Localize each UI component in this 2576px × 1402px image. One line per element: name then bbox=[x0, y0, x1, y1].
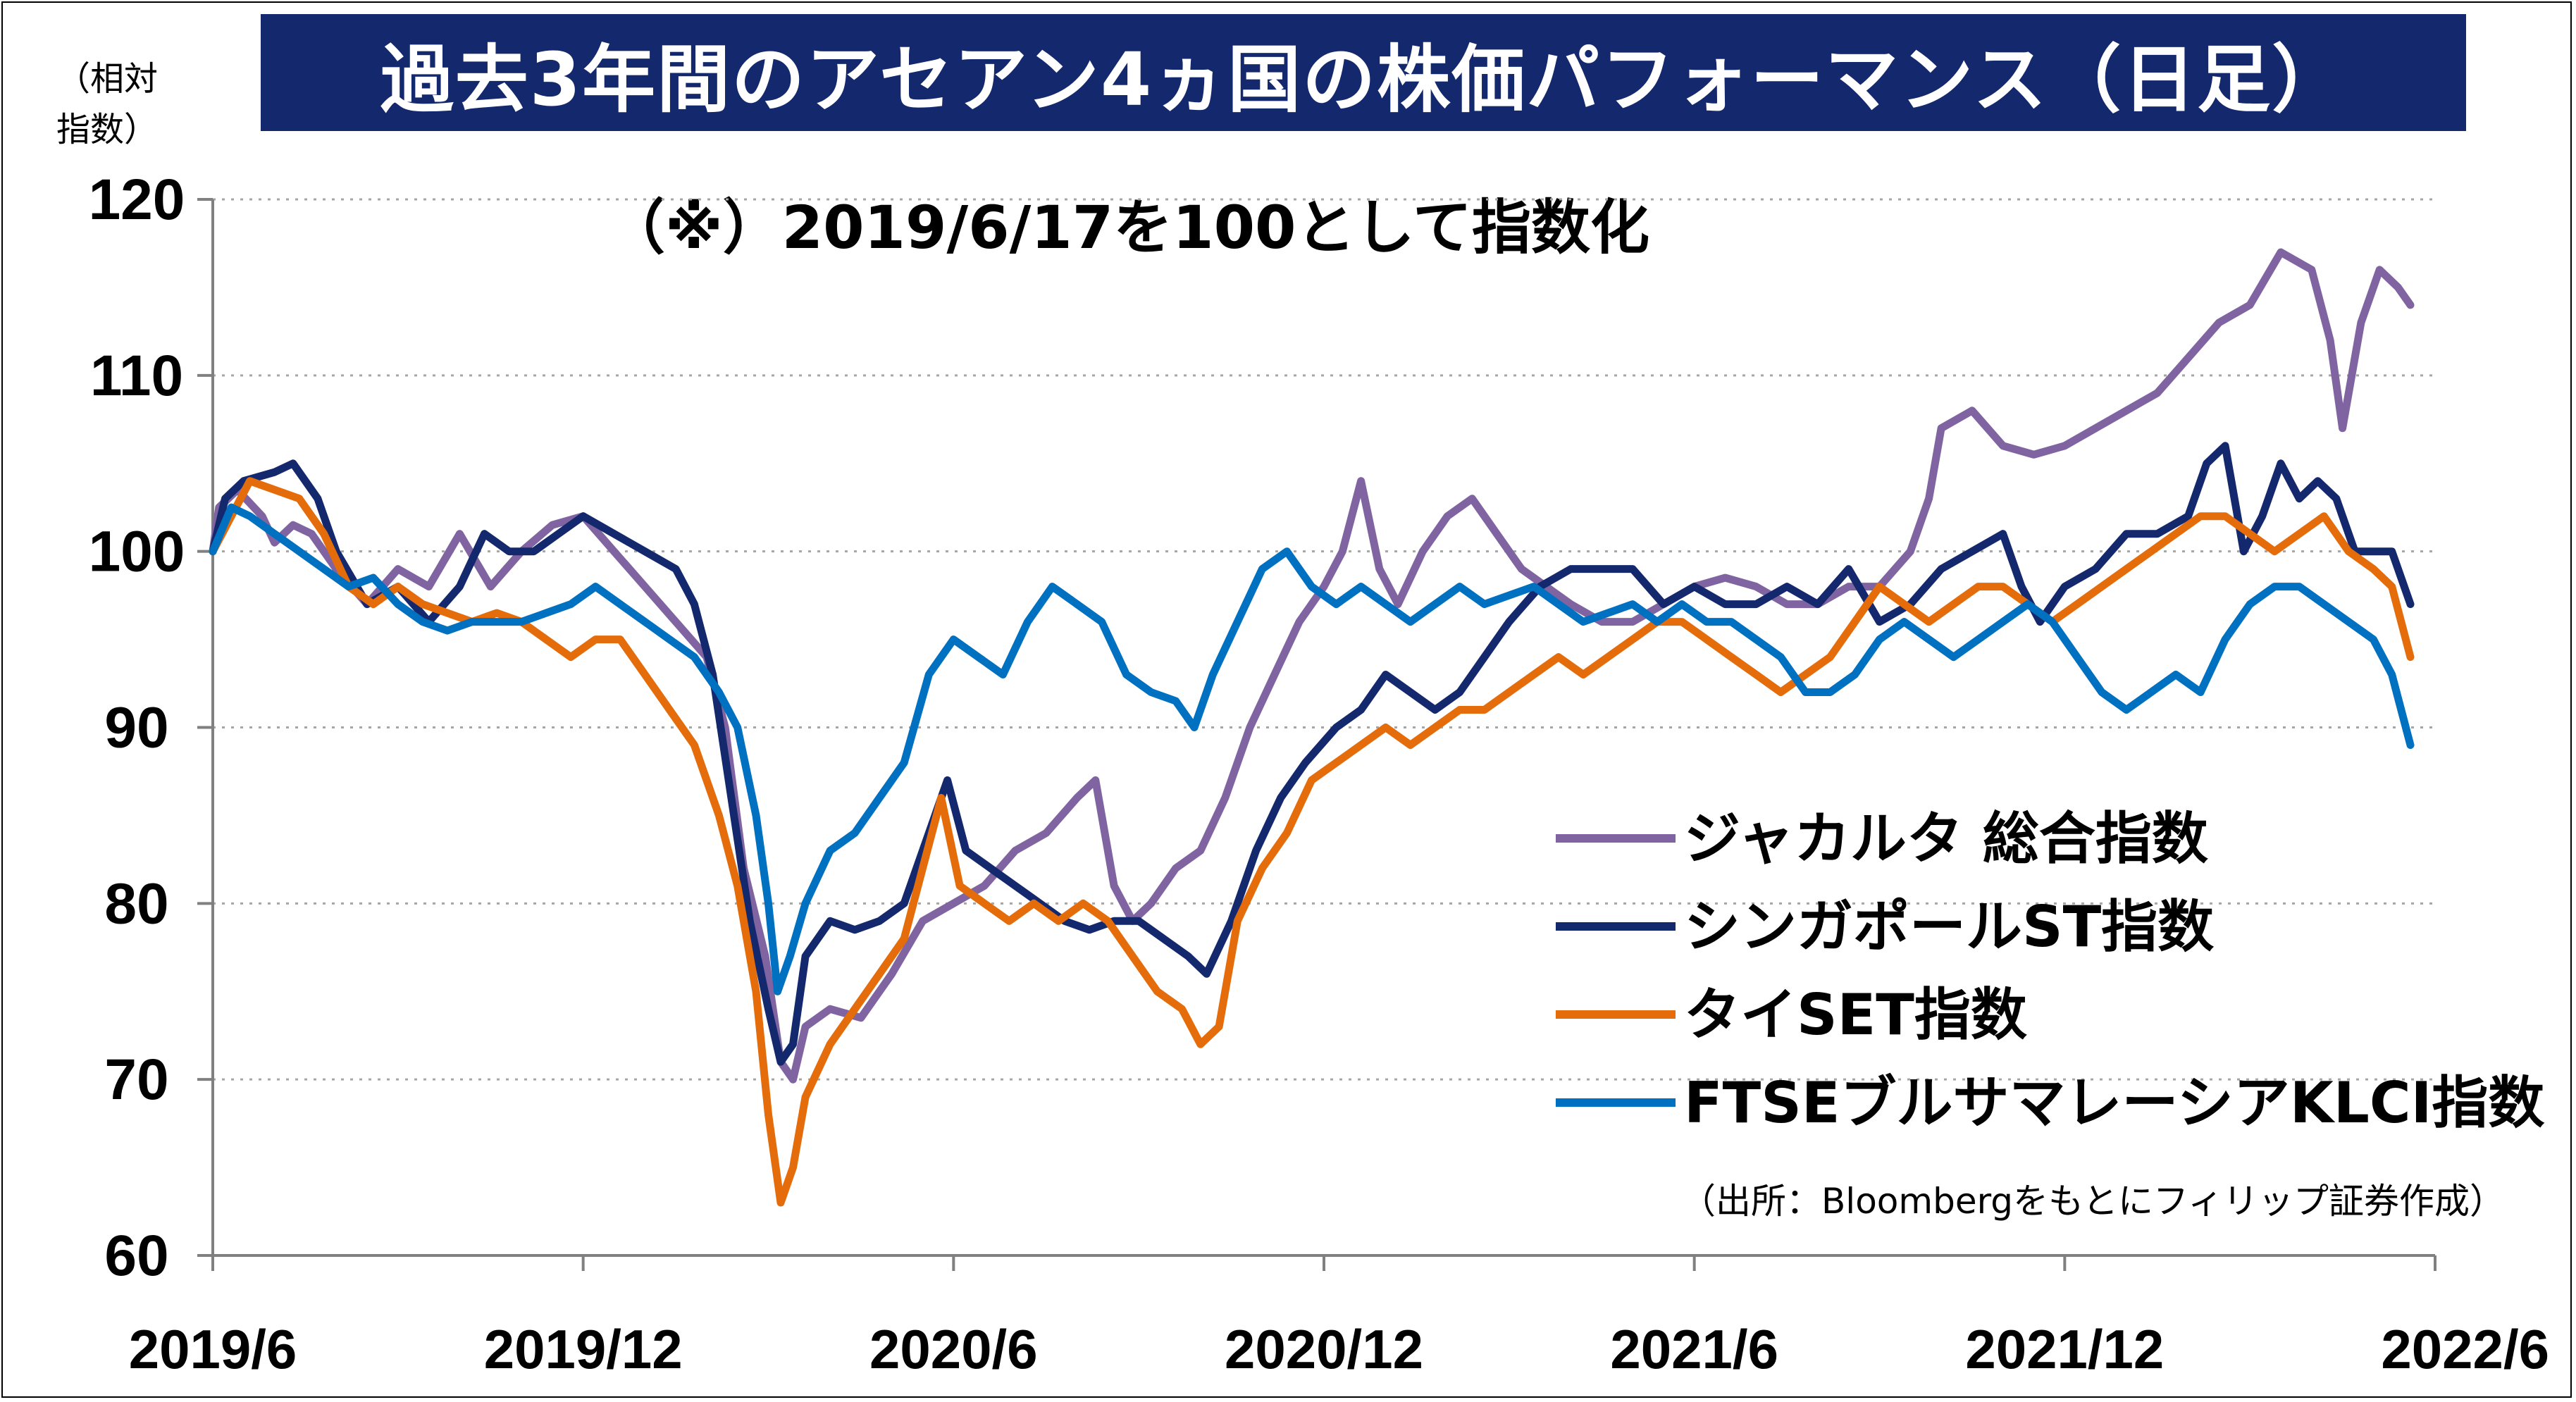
y-tick-label-5: 110 bbox=[90, 344, 183, 408]
legend-label-klci: FTSEブルサマレーシアKLCI指数 bbox=[1684, 1070, 2544, 1136]
x-tick-label-1: 2019/12 bbox=[484, 1318, 683, 1380]
series-line-klci bbox=[209, 503, 2415, 995]
x-tick-label-0: 2019/6 bbox=[129, 1318, 297, 1380]
x-tick-label-6: 2022/6 bbox=[2381, 1318, 2549, 1380]
y-tick-label-4: 100 bbox=[89, 520, 185, 584]
index-note: （※）2019/6/17を100として指数化 bbox=[606, 193, 1649, 262]
y-unit-label-line2: 指数） bbox=[56, 110, 158, 149]
y-axis-ticks: 60 70 80 90 100 110 120 bbox=[89, 168, 213, 1288]
x-axis-ticks: 2019/6 2019/12 2020/6 2020/12 2021/6 2021/12 2… bbox=[129, 1255, 2549, 1380]
x-tick-label-5: 2021/12 bbox=[1965, 1318, 2164, 1380]
y-tick-label-3: 90 bbox=[104, 696, 168, 760]
y-tick-label-2: 80 bbox=[104, 871, 168, 936]
x-tick-label-2: 2020/6 bbox=[869, 1318, 1038, 1380]
legend-label-singapore: シンガポールST指数 bbox=[1684, 894, 2214, 960]
series-line-jakarta bbox=[209, 248, 2415, 1084]
source-note: （出所：Bloombergをもとにフィリップ証券作成） bbox=[1680, 1181, 2505, 1222]
gridlines bbox=[213, 198, 2435, 1081]
y-tick-label-6: 120 bbox=[89, 168, 185, 232]
series-line-singapore bbox=[209, 442, 2415, 1066]
x-tick-label-4: 2021/6 bbox=[1610, 1318, 1778, 1380]
legend-label-thai: タイSET指数 bbox=[1684, 982, 2027, 1048]
x-tick-label-3: 2020/12 bbox=[1225, 1318, 1423, 1380]
y-tick-label-1: 70 bbox=[104, 1048, 168, 1112]
y-unit-label-line1: （相対 bbox=[56, 59, 158, 99]
series-lines bbox=[209, 248, 2415, 1207]
legend-label-jakarta: ジャカルタ 総合指数 bbox=[1684, 806, 2208, 871]
chart-title: 過去3年間のアセアン4ヵ国の株価パフォーマンス（日足） bbox=[380, 36, 2347, 123]
chart-title-bar: 過去3年間のアセアン4ヵ国の株価パフォーマンス（日足） bbox=[261, 14, 2466, 131]
y-tick-label-0: 60 bbox=[104, 1224, 168, 1288]
